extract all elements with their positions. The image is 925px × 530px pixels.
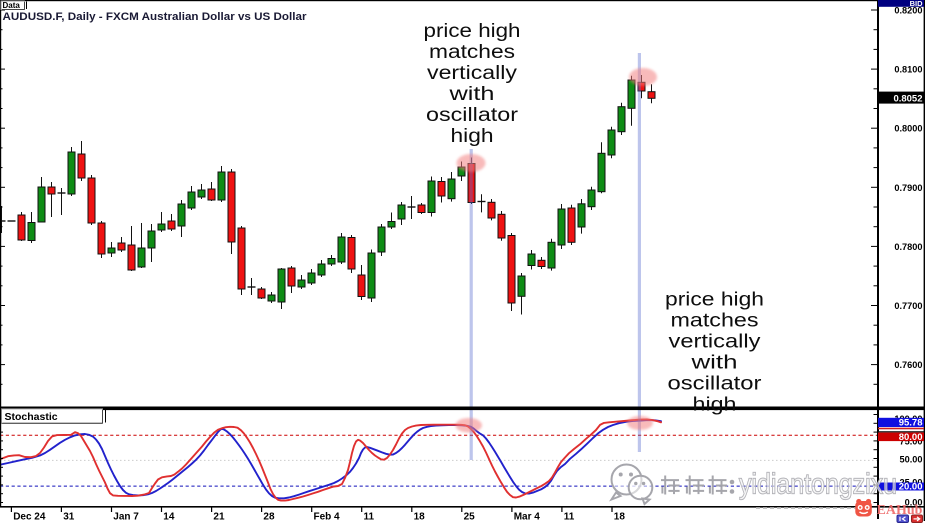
svg-text:0.7600: 0.7600	[894, 360, 922, 370]
svg-text:28: 28	[263, 512, 275, 523]
svg-text:18: 18	[414, 512, 426, 523]
svg-text:0.7900: 0.7900	[894, 183, 922, 193]
svg-text:75.00: 75.00	[900, 436, 923, 446]
svg-text:Stochastic: Stochastic	[5, 411, 58, 423]
svg-text:0.7800: 0.7800	[894, 242, 922, 252]
svg-text:Jan 7: Jan 7	[113, 512, 139, 523]
svg-text:0.00: 0.00	[905, 498, 923, 508]
svg-text:25: 25	[464, 512, 476, 523]
svg-text:25.00: 25.00	[900, 477, 923, 487]
svg-text:AUDUSD.F, Daily - FXCM Austral: AUDUSD.F, Daily - FXCM Australian Dollar…	[3, 11, 308, 23]
svg-text:0.8200: 0.8200	[894, 6, 922, 16]
svg-text:with: with	[690, 353, 737, 374]
svg-text:Mar 4: Mar 4	[514, 512, 541, 523]
svg-text:0.8000: 0.8000	[894, 124, 922, 134]
svg-text:high: high	[693, 395, 737, 416]
svg-text:EAHub: EAHub	[877, 503, 923, 518]
svg-text:0.8052: 0.8052	[893, 94, 922, 105]
svg-text:BID: BID	[910, 0, 924, 8]
svg-text:matches: matches	[671, 311, 759, 332]
svg-text:31: 31	[63, 512, 75, 523]
svg-text:95.78: 95.78	[899, 418, 923, 429]
svg-text:vertically: vertically	[427, 63, 518, 84]
svg-text:80.00: 80.00	[899, 432, 923, 443]
svg-text:matches: matches	[429, 42, 515, 63]
svg-text:0.8100: 0.8100	[894, 65, 922, 75]
svg-text:50.00: 50.00	[900, 454, 923, 464]
svg-text:20.00: 20.00	[899, 482, 923, 493]
svg-text:Feb 4: Feb 4	[314, 512, 341, 523]
svg-text:price high: price high	[424, 21, 521, 42]
svg-text:Data: Data	[3, 1, 21, 10]
svg-text:vertically: vertically	[669, 332, 762, 353]
svg-text:14: 14	[163, 512, 175, 523]
svg-text:with: with	[448, 84, 494, 105]
svg-text:yidiantongzixu: yidiantongzixu	[739, 469, 897, 501]
svg-text:11: 11	[364, 512, 375, 523]
svg-text:high: high	[451, 126, 494, 147]
svg-text:21: 21	[213, 512, 225, 523]
svg-text:oscillator: oscillator	[668, 374, 763, 395]
svg-text:18: 18	[614, 512, 626, 523]
svg-text:11: 11	[564, 512, 575, 523]
svg-text:price high: price high	[665, 290, 764, 311]
svg-text:0.7700: 0.7700	[894, 301, 922, 311]
svg-text:Dec 24: Dec 24	[13, 512, 46, 523]
svg-text:oscillator: oscillator	[426, 105, 519, 126]
